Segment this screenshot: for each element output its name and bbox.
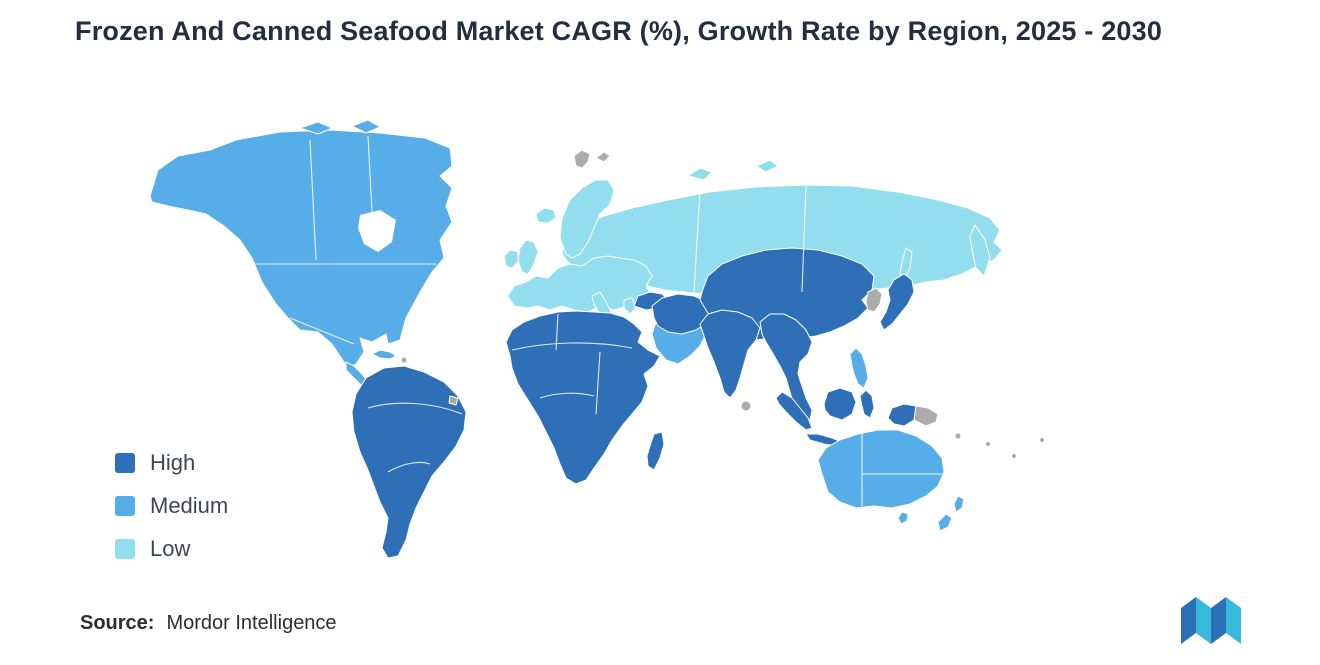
arctic-canada-island-2 [351, 119, 381, 134]
logo-ribbon-segment [1181, 597, 1196, 644]
arctic-island-1 [687, 167, 713, 181]
region-new-guinea-west [887, 403, 917, 427]
region-europe-mainland [507, 255, 653, 313]
country-borders [250, 135, 942, 506]
arctic-canada-island-1 [299, 121, 333, 135]
region-madagascar [646, 431, 665, 471]
region-greece [623, 297, 637, 315]
region-uk [517, 239, 539, 275]
mordor-intelligence-logo [1181, 597, 1241, 644]
region-korea [865, 287, 883, 313]
source-value: Mordor Intelligence [166, 612, 337, 634]
legend-label-medium: Medium [150, 493, 229, 518]
region-scandinavia [559, 179, 615, 259]
legend-item-high: High [115, 450, 228, 476]
region-sri-lanka [740, 400, 752, 412]
region-sumatra [775, 391, 813, 431]
legend-label-low: Low [150, 536, 191, 561]
legend-item-medium: Medium [115, 493, 228, 519]
region-south-america [351, 365, 467, 559]
region-hispaniola [400, 356, 408, 364]
region-svalbard [573, 149, 591, 169]
legend-swatch-medium [115, 496, 135, 516]
region-iceland [535, 207, 557, 224]
region-india [699, 309, 761, 399]
source-row: Source: Mordor Intelligence [80, 612, 337, 635]
page-title: Frozen And Canned Seafood Market CAGR (%… [75, 16, 1163, 46]
hudson-bay [358, 210, 396, 252]
arctic-island-2 [755, 159, 779, 173]
region-north-america [149, 129, 453, 369]
legend-item-low: Low [115, 536, 228, 562]
pacific-island-1 [954, 432, 962, 440]
region-ireland [503, 249, 519, 269]
region-new-zealand-north [953, 495, 965, 513]
region-french-guiana [448, 395, 459, 406]
region-africa [505, 310, 661, 485]
region-southeast-asia [759, 313, 813, 421]
legend-swatch-low [115, 539, 135, 559]
pacific-island-4 [1039, 437, 1045, 443]
region-tasmania [897, 511, 909, 525]
legend-swatch-high [115, 453, 135, 473]
region-philippines [849, 347, 869, 389]
logo-ribbon-segment [1211, 597, 1226, 644]
pacific-island-3 [1011, 453, 1017, 459]
logo-ribbon-segment [1226, 597, 1241, 644]
region-sulawesi [859, 389, 875, 419]
legend-label-high: High [150, 450, 196, 475]
region-borneo [823, 387, 857, 421]
region-sakhalin [899, 247, 913, 279]
region-kamchatka [969, 224, 991, 277]
region-cuba [371, 349, 397, 360]
region-new-zealand-south [937, 513, 953, 532]
logo-ribbon-segment [1196, 597, 1211, 644]
region-new-guinea-east [913, 405, 939, 427]
source-label: Source: [80, 612, 155, 634]
region-svalbard-east [595, 151, 611, 163]
region-australia [817, 429, 945, 509]
legend: High Medium Low [115, 450, 228, 579]
pacific-island-2 [985, 441, 991, 447]
region-japan [879, 273, 915, 331]
